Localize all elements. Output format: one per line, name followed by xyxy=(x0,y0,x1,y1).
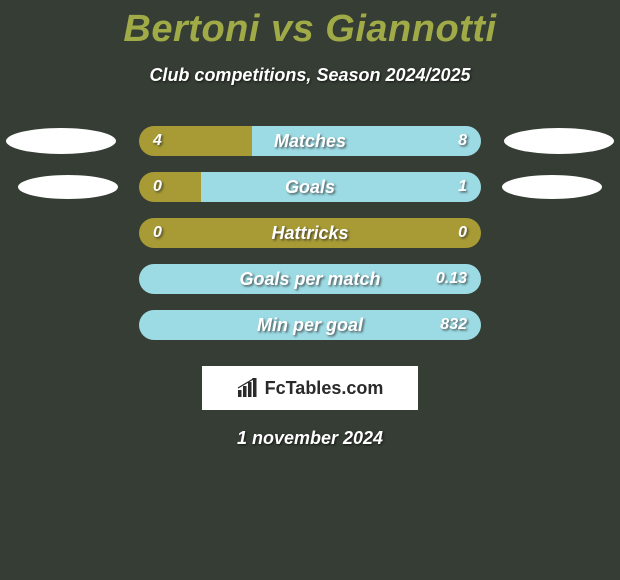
subtitle: Club competitions, Season 2024/2025 xyxy=(0,65,620,86)
bar-fill-left xyxy=(139,126,252,156)
comparison-chart: Matches48 Goals01 Hattricks00 Goals per mat… xyxy=(0,118,620,348)
stat-row: Matches48 xyxy=(0,118,620,164)
stat-row: Goals per match0.13 xyxy=(0,256,620,302)
date-text: 1 november 2024 xyxy=(0,428,620,449)
brand-box: FcTables.com xyxy=(202,366,418,410)
player-marker-right xyxy=(502,175,602,199)
player-marker-left xyxy=(6,128,116,154)
bar-fill-right xyxy=(252,126,481,156)
bar-fill-right xyxy=(139,264,481,294)
stat-bar: Hattricks00 xyxy=(139,218,481,248)
bar-fill-right xyxy=(201,172,481,202)
page-title: Bertoni vs Giannotti xyxy=(0,0,620,51)
player-marker-left xyxy=(18,175,118,199)
bar-fill-left xyxy=(139,172,201,202)
stat-bar: Goals per match0.13 xyxy=(139,264,481,294)
stat-bar: Min per goal832 xyxy=(139,310,481,340)
stat-bar: Matches48 xyxy=(139,126,481,156)
bar-fill-right xyxy=(139,310,481,340)
stat-row: Min per goal832 xyxy=(0,302,620,348)
stat-bar: Goals01 xyxy=(139,172,481,202)
stat-row: Goals01 xyxy=(0,164,620,210)
bar-fill-left xyxy=(139,218,481,248)
stat-row: Hattricks00 xyxy=(0,210,620,256)
player-marker-right xyxy=(504,128,614,154)
brand-text: FcTables.com xyxy=(265,378,384,399)
bar-chart-icon xyxy=(237,378,259,398)
